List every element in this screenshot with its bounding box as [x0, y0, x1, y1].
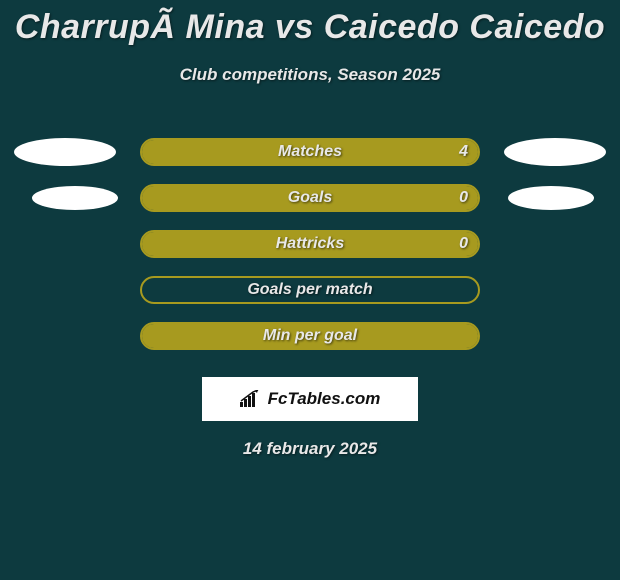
- stat-bar: Goals per match: [140, 276, 480, 304]
- stat-rows: Matches 4 Goals 0 Hattricks 0 Goals per …: [0, 129, 620, 359]
- date-text: 14 february 2025: [0, 439, 620, 459]
- stat-bar: Min per goal: [140, 322, 480, 350]
- stat-label: Matches: [278, 143, 342, 161]
- stat-row-min-per-goal: Min per goal: [0, 313, 620, 359]
- right-marker-icon: [508, 186, 594, 210]
- left-marker-icon: [32, 186, 118, 210]
- stat-row-hattricks: Hattricks 0: [0, 221, 620, 267]
- stat-value: 0: [459, 235, 468, 253]
- bar-chart-icon: [240, 390, 262, 408]
- stat-row-goals: Goals 0: [0, 175, 620, 221]
- stat-bar: Goals 0: [140, 184, 480, 212]
- logo-text: FcTables.com: [268, 389, 381, 409]
- stat-bar: Matches 4: [140, 138, 480, 166]
- stat-bar: Hattricks 0: [140, 230, 480, 258]
- stat-label: Hattricks: [276, 235, 344, 253]
- stat-value: 4: [459, 143, 468, 161]
- right-marker-icon: [504, 138, 606, 166]
- page-title: CharrupÃ­ Mina vs Caicedo Caicedo: [0, 0, 620, 47]
- left-marker-icon: [14, 138, 116, 166]
- stat-label: Goals per match: [247, 281, 372, 299]
- logo: FcTables.com: [202, 377, 418, 421]
- subtitle: Club competitions, Season 2025: [0, 65, 620, 85]
- stat-label: Goals: [288, 189, 332, 207]
- stat-row-goals-per-match: Goals per match: [0, 267, 620, 313]
- stat-row-matches: Matches 4: [0, 129, 620, 175]
- stat-value: 0: [459, 189, 468, 207]
- stat-label: Min per goal: [263, 327, 357, 345]
